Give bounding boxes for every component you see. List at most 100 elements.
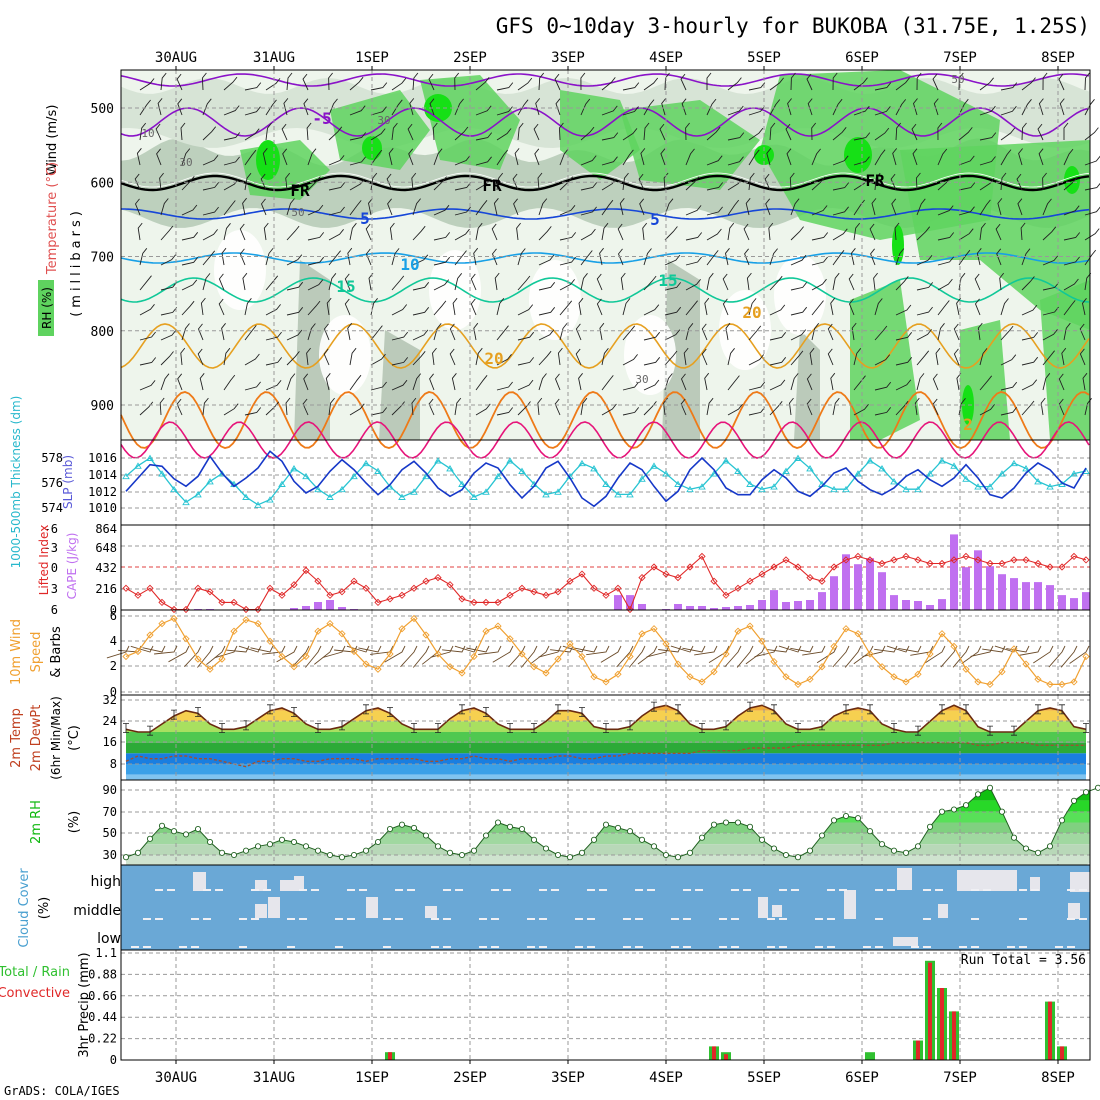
wind-barb bbox=[428, 73, 435, 91]
wind10m-point bbox=[878, 663, 886, 671]
wind-barb bbox=[706, 72, 712, 90]
wind-barb bbox=[811, 300, 824, 316]
cloud-trace bbox=[815, 918, 823, 920]
rh2m-point bbox=[122, 854, 130, 861]
wind10m-barb bbox=[924, 645, 946, 664]
cloud-cell bbox=[758, 897, 768, 918]
wind-barb bbox=[260, 198, 267, 216]
rh2m-point bbox=[866, 828, 874, 835]
wind-tick-label: 2 bbox=[110, 659, 117, 673]
wind10m-point bbox=[722, 650, 730, 658]
minmax-whisker bbox=[579, 707, 585, 717]
wind-barb bbox=[1042, 255, 1059, 266]
wind-barb bbox=[727, 403, 743, 416]
wind-barb bbox=[180, 122, 186, 141]
wind-barb bbox=[895, 276, 909, 291]
wind-barb bbox=[958, 72, 964, 91]
wind10m-barb bbox=[874, 645, 898, 653]
cape-bar bbox=[914, 601, 922, 610]
lifted-index-point bbox=[566, 577, 574, 585]
date-label-top: 5SEP bbox=[747, 50, 781, 66]
wind-barb bbox=[538, 198, 548, 216]
cloud-trace bbox=[1067, 918, 1075, 920]
thickness-point bbox=[926, 470, 934, 477]
cloud-cell bbox=[294, 876, 304, 891]
wind-barb bbox=[848, 273, 855, 291]
wind-barb bbox=[412, 351, 426, 366]
wind-barb bbox=[197, 323, 204, 341]
wind-barb bbox=[139, 99, 151, 116]
wind10m-barb bbox=[142, 645, 166, 653]
wind10m-point bbox=[554, 655, 562, 663]
wind-barb bbox=[221, 323, 226, 341]
thickness-point bbox=[242, 493, 250, 500]
wind-barb bbox=[302, 398, 309, 416]
lifted-tick-label: -6 bbox=[44, 522, 58, 536]
wind-barb bbox=[916, 72, 922, 91]
wind-barb bbox=[307, 176, 321, 191]
lifted-index-point bbox=[170, 605, 178, 614]
wind10m-barb bbox=[961, 645, 982, 664]
cloud-trace bbox=[839, 889, 847, 891]
wind10m-barb bbox=[1018, 645, 1042, 656]
thickness-point bbox=[362, 459, 370, 467]
wind-barb bbox=[932, 373, 939, 391]
wind-barb bbox=[286, 307, 304, 316]
wind-barb bbox=[176, 398, 183, 416]
wind-barb bbox=[578, 297, 584, 316]
thickness-point bbox=[482, 488, 490, 495]
wind-barb bbox=[517, 248, 526, 266]
wind-barb bbox=[748, 106, 765, 116]
wind-barb bbox=[912, 148, 918, 166]
thickness-point bbox=[314, 485, 322, 493]
wind10m-point bbox=[686, 673, 694, 681]
lifted-index-point bbox=[230, 598, 238, 607]
wind-barb bbox=[806, 73, 813, 91]
date-label-top: 6SEP bbox=[845, 50, 879, 66]
wind-barb bbox=[974, 273, 981, 291]
wind10m-point bbox=[578, 652, 586, 661]
cloud-trace bbox=[191, 946, 199, 948]
wind10m-point bbox=[590, 673, 598, 681]
cloud-trace bbox=[1079, 889, 1087, 891]
lifted-index-point bbox=[614, 584, 622, 592]
wind-barb bbox=[199, 373, 205, 391]
rh2m-point bbox=[1082, 789, 1090, 796]
wind10m-barb bbox=[766, 645, 790, 653]
thickness-point bbox=[890, 478, 898, 485]
minmax-whisker bbox=[771, 704, 777, 715]
wind-barb bbox=[202, 250, 216, 266]
cloud-trace bbox=[767, 946, 775, 948]
cloud-trace bbox=[491, 889, 499, 891]
wind-barb bbox=[787, 98, 792, 116]
wind10m-point bbox=[218, 655, 226, 663]
wind-barb bbox=[1042, 72, 1048, 91]
wind-barb bbox=[895, 332, 913, 341]
wind-barb bbox=[643, 122, 650, 141]
wind-barb bbox=[853, 105, 870, 116]
wind-barb bbox=[727, 156, 744, 166]
thickness-point bbox=[1070, 470, 1078, 477]
wind-barb bbox=[411, 397, 417, 416]
wind-barb bbox=[748, 172, 755, 191]
wind-barb bbox=[202, 229, 218, 241]
wind-barb bbox=[830, 372, 836, 391]
precip-tick-label: 0.66 bbox=[88, 989, 117, 1003]
cloud-trace bbox=[671, 918, 679, 920]
thickness-point bbox=[878, 465, 886, 472]
wind10m-point bbox=[794, 680, 802, 689]
thickness-point bbox=[194, 491, 202, 498]
wind-barb bbox=[263, 222, 269, 241]
thickness-point bbox=[278, 480, 286, 487]
wind-barb bbox=[496, 354, 512, 366]
date-label-top: 31AUG bbox=[253, 50, 295, 66]
wind-barb bbox=[685, 279, 701, 291]
rh2m-point bbox=[638, 836, 646, 843]
wind10m-point bbox=[362, 660, 370, 668]
wind-barb bbox=[155, 123, 162, 141]
wind-barb bbox=[601, 375, 614, 391]
cloud-trace bbox=[491, 918, 499, 920]
label-2m-rh: 2m RH bbox=[29, 800, 44, 844]
date-label-bottom: 8SEP bbox=[1041, 1070, 1075, 1086]
wind-barb bbox=[454, 273, 463, 291]
